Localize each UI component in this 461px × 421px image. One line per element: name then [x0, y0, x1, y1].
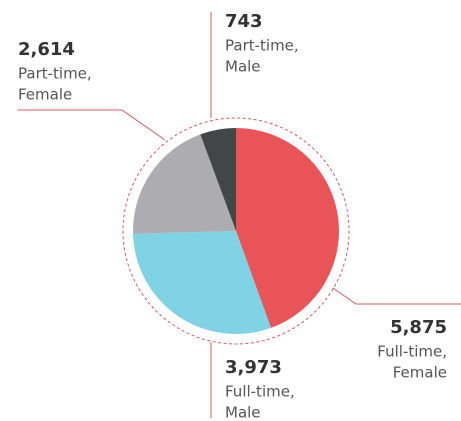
pie-slice [236, 128, 340, 328]
category-label: Female [393, 364, 447, 382]
leader-line [332, 287, 461, 305]
dashed-ring [122, 117, 350, 345]
value-label: 743 [225, 11, 263, 32]
pie-slice [133, 134, 236, 234]
value-label: 2,614 [18, 39, 75, 60]
category-label: Part-time, [225, 37, 299, 55]
category-label: Male [225, 404, 261, 421]
category-label: Female [18, 86, 72, 104]
category-label: Part-time, [18, 65, 92, 83]
leader-line [18, 109, 166, 141]
pie-slice [133, 231, 271, 335]
value-label: 3,973 [225, 357, 282, 378]
category-label: Male [225, 58, 261, 76]
pie-slice [200, 128, 236, 231]
category-label: Full-time, [377, 343, 447, 361]
value-label: 5,875 [390, 317, 447, 338]
category-label: Full-time, [225, 383, 295, 401]
